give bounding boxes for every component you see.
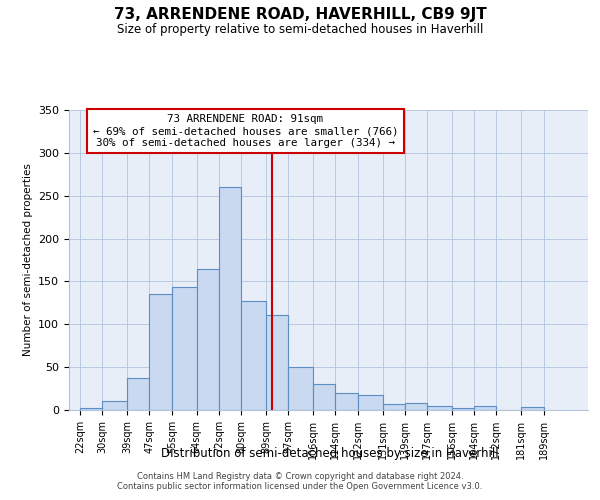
Text: Contains public sector information licensed under the Open Government Licence v3: Contains public sector information licen…: [118, 482, 482, 491]
Bar: [219, 187, 241, 410]
Text: Size of property relative to semi-detached houses in Haverhill: Size of property relative to semi-detach…: [117, 22, 483, 36]
Y-axis label: Number of semi-detached properties: Number of semi-detached properties: [23, 164, 32, 356]
Bar: [241, 301, 266, 410]
Bar: [452, 408, 474, 410]
Text: 73, ARRENDENE ROAD, HAVERHILL, CB9 9JT: 73, ARRENDENE ROAD, HAVERHILL, CB9 9JT: [113, 8, 487, 22]
Bar: [313, 384, 335, 410]
Text: Distribution of semi-detached houses by size in Haverhill: Distribution of semi-detached houses by …: [161, 448, 499, 460]
Bar: [383, 404, 405, 410]
Bar: [127, 378, 149, 410]
Bar: [80, 408, 103, 410]
Bar: [288, 367, 313, 410]
Bar: [103, 402, 127, 410]
Bar: [149, 294, 172, 410]
Text: Contains HM Land Registry data © Crown copyright and database right 2024.: Contains HM Land Registry data © Crown c…: [137, 472, 463, 481]
Bar: [427, 406, 452, 410]
Bar: [172, 288, 197, 410]
Bar: [358, 396, 383, 410]
Bar: [474, 406, 496, 410]
Bar: [335, 393, 358, 410]
Bar: [197, 268, 219, 410]
Bar: [405, 403, 427, 410]
Bar: [266, 315, 288, 410]
Text: 73 ARRENDENE ROAD: 91sqm
← 69% of semi-detached houses are smaller (766)
30% of : 73 ARRENDENE ROAD: 91sqm ← 69% of semi-d…: [93, 114, 398, 148]
Bar: [521, 406, 544, 410]
